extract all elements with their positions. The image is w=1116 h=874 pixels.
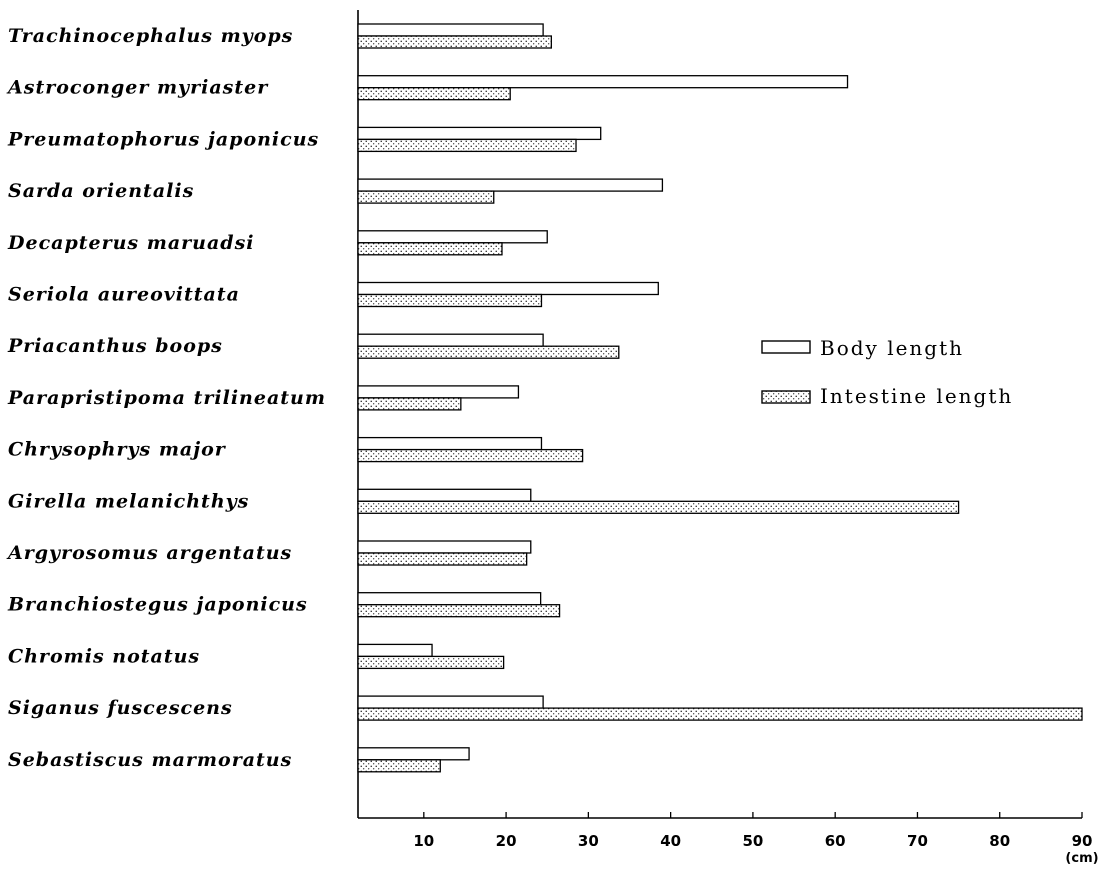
bar-body-length-astroconger-myriaster	[357, 75, 849, 89]
bar-body-length-trachinocephalus-myops	[357, 23, 544, 37]
species-labels-group: Trachinocephalus myops Astroconger myrias…	[6, 25, 326, 771]
bar-intestine-length-seriola-aureovittata	[357, 293, 543, 308]
bar-body-length-priacanthus-boops	[357, 333, 544, 347]
bar-body-length-seriola-aureovittata	[357, 281, 659, 296]
x-unit-label: (cm)	[1065, 851, 1098, 866]
species-label-priacanthus-boops: Priacanthus boops	[7, 335, 223, 357]
species-label-girella-melanichthys: Girella melanichthys	[8, 490, 249, 512]
legend: Body length Intestine length	[761, 336, 1013, 408]
bar-body-length-girella-melanichthys	[357, 488, 532, 502]
bar-body-length-chromis-notatus	[357, 643, 433, 658]
species-label-chrysophrys-major: Chrysophrys major	[8, 439, 227, 461]
x-tick-label-50: 50	[742, 832, 763, 850]
species-label-siganus-fuscescens: Siganus fuscescens	[8, 697, 233, 719]
species-label-trachinocephalus-myops: Trachinocephalus myops	[8, 25, 293, 47]
x-tick-label-30: 30	[578, 832, 599, 850]
species-label-sebastiscus-marmoratus: Sebastiscus marmoratus	[8, 749, 292, 771]
bar-intestine-length-astroconger-myriaster	[357, 87, 511, 101]
bar-intestine-length-trachinocephalus-myops	[357, 35, 552, 49]
bar-body-length-preumatophorus-japonicus	[357, 126, 602, 141]
bar-intestine-length-preumatophorus-japonicus	[357, 138, 577, 153]
bar-intestine-length-argyrosomus-argentatus	[357, 552, 528, 566]
species-label-branchiostegus-japonicus: Branchiostegus japonicus	[7, 594, 308, 616]
bar-intestine-length-siganus-fuscescens	[357, 707, 1083, 721]
species-label-preumatophorus-japonicus: Preumatophorus japonicus	[7, 128, 319, 150]
x-tick-label-10: 10	[413, 832, 434, 850]
species-label-astroconger-myriaster: Astroconger myriaster	[6, 77, 269, 99]
species-label-seriola-aureovittata: Seriola aureovittata	[8, 284, 240, 306]
bar-body-length-argyrosomus-argentatus	[357, 540, 532, 554]
bar-intestine-length-decapterus-maruadsi	[357, 242, 503, 256]
bar-intestine-length-chromis-notatus	[357, 655, 505, 670]
species-label-sarda-orientalis: Sarda orientalis	[8, 180, 194, 202]
legend-label-body-length: Body length	[820, 336, 964, 360]
legend-swatch-body-length	[761, 340, 811, 354]
bar-body-length-branchiostegus-japonicus	[357, 592, 542, 606]
x-ticks-group: 10 20 30 40 50 60 70 80 90	[413, 812, 1092, 850]
x-tick-label-40: 40	[660, 832, 681, 850]
legend-label-intestine-length: Intestine length	[820, 384, 1013, 408]
x-tick-label-80: 80	[989, 832, 1010, 850]
bar-body-length-sarda-orientalis	[357, 178, 664, 192]
species-label-parapristipoma-trilineatum: Parapristipoma trilineatum	[7, 387, 326, 409]
bar-intestine-length-sebastiscus-marmoratus	[357, 759, 441, 773]
bar-body-length-chrysophrys-major	[357, 436, 543, 451]
bar-intestine-length-parapristipoma-trilineatum	[357, 397, 462, 411]
legend-swatch-intestine-length	[761, 390, 811, 404]
species-label-argyrosomus-argentatus: Argyrosomus argentatus	[6, 542, 292, 564]
bar-body-length-decapterus-maruadsi	[357, 230, 548, 244]
bars-group	[357, 23, 1083, 773]
species-label-chromis-notatus: Chromis notatus	[8, 645, 200, 667]
bar-intestine-length-girella-melanichthys	[357, 500, 960, 514]
bar-body-length-parapristipoma-trilineatum	[357, 385, 520, 399]
bar-intestine-length-priacanthus-boops	[357, 345, 620, 359]
bar-body-length-sebastiscus-marmoratus	[357, 747, 470, 761]
bar-body-length-siganus-fuscescens	[357, 695, 544, 709]
species-label-decapterus-maruadsi: Decapterus maruadsi	[7, 232, 254, 254]
x-tick-label-90: 90	[1072, 832, 1093, 850]
x-tick-label-70: 70	[907, 832, 928, 850]
x-tick-label-20: 20	[496, 832, 517, 850]
bar-intestine-length-branchiostegus-japonicus	[357, 604, 561, 618]
bar-intestine-length-sarda-orientalis	[357, 190, 495, 204]
x-tick-label-60: 60	[825, 832, 846, 850]
bar-intestine-length-chrysophrys-major	[357, 448, 584, 463]
